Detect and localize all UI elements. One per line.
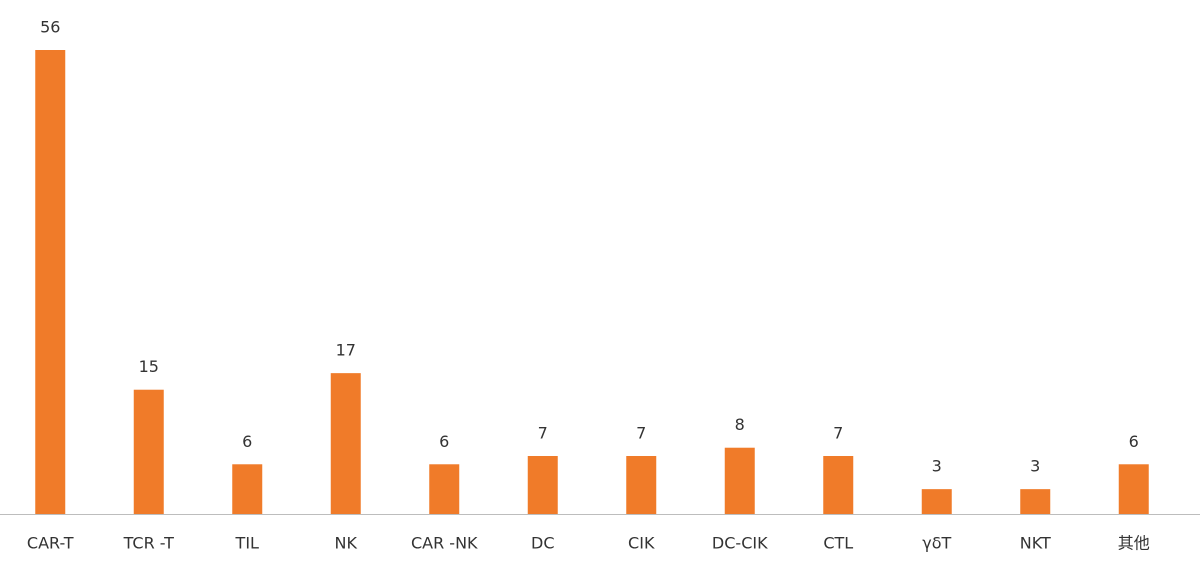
data-label: 3 bbox=[932, 457, 942, 476]
x-tick-label: TCR -T bbox=[123, 534, 175, 553]
x-tick-label: CAR-T bbox=[27, 534, 74, 553]
bar bbox=[35, 50, 66, 514]
bar bbox=[527, 456, 558, 514]
data-label: 6 bbox=[1129, 432, 1139, 451]
data-label: 7 bbox=[538, 424, 548, 443]
x-tick-label: γδT bbox=[922, 534, 951, 553]
bar bbox=[1020, 489, 1051, 514]
x-tick-label: CIK bbox=[628, 534, 655, 553]
data-label: 6 bbox=[439, 432, 449, 451]
x-tick-label: DC bbox=[531, 534, 555, 553]
bar bbox=[133, 389, 164, 514]
x-tick-label: CAR -NK bbox=[411, 534, 478, 553]
x-tick-label: TIL bbox=[235, 534, 259, 553]
data-label: 7 bbox=[636, 424, 646, 443]
bar bbox=[823, 456, 854, 514]
data-label: 15 bbox=[139, 357, 159, 376]
data-label: 17 bbox=[336, 341, 356, 360]
data-label: 7 bbox=[833, 424, 843, 443]
bar bbox=[724, 447, 755, 514]
x-tick-label: CTL bbox=[823, 534, 853, 553]
bar bbox=[626, 456, 657, 514]
bar bbox=[921, 489, 952, 514]
data-label: 6 bbox=[242, 432, 252, 451]
data-label: 56 bbox=[40, 18, 60, 37]
bar bbox=[232, 464, 263, 514]
bar bbox=[429, 464, 460, 514]
x-tick-label: 其他 bbox=[1118, 534, 1150, 553]
bar bbox=[1118, 464, 1149, 514]
x-tick-label: NKT bbox=[1020, 534, 1051, 553]
x-tick-label: NK bbox=[335, 534, 358, 553]
bar bbox=[330, 373, 361, 514]
data-label: 3 bbox=[1030, 457, 1040, 476]
x-tick-label: DC-CIK bbox=[712, 534, 768, 553]
data-label: 8 bbox=[735, 415, 745, 434]
